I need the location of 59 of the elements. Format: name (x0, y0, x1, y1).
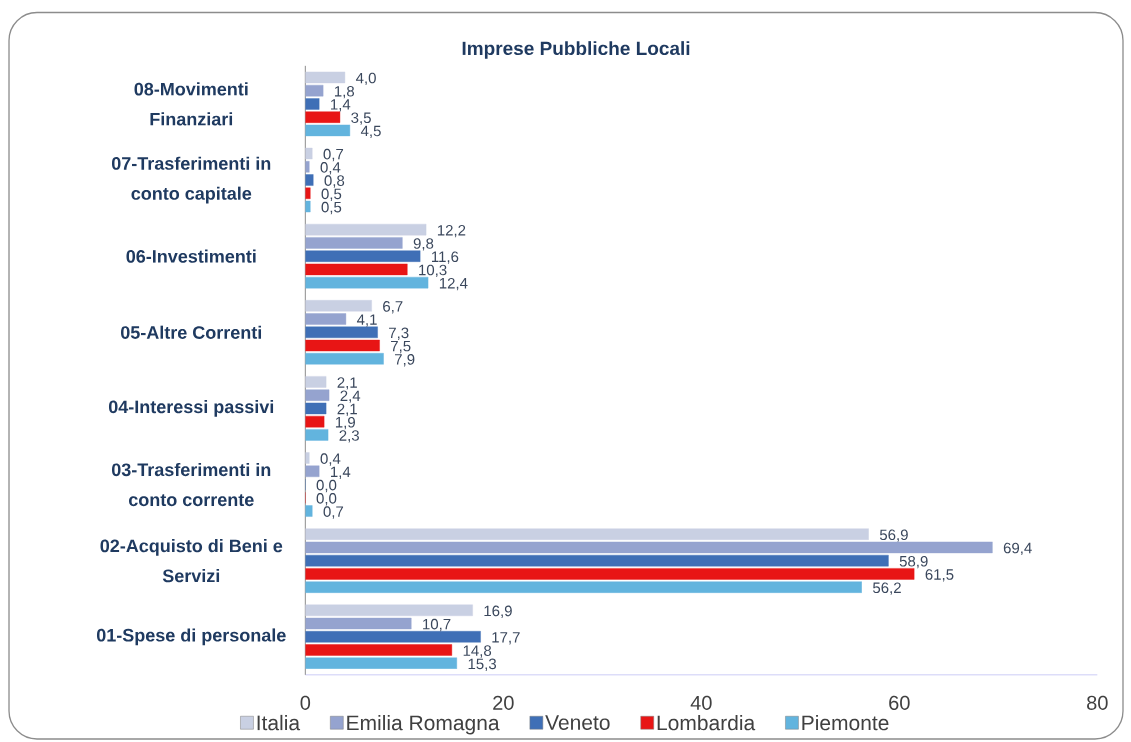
data-label: 7,5 (391, 340, 411, 354)
y-tick-label: 07-Trasferimenti in conto capitale (111, 156, 271, 204)
data-label: 0,5 (321, 188, 342, 201)
y-tick-label: 08-Movimenti Finanziari (134, 82, 248, 126)
data-label: 11,6 (432, 251, 459, 264)
data-label: 9,8 (413, 238, 434, 251)
data-label: 0,0 (316, 479, 337, 493)
chart-title: Imprese Pubbliche Locali (462, 41, 690, 59)
y-tick-label: 05-Altre Correnti (121, 325, 262, 339)
data-label: 2,1 (337, 403, 357, 417)
data-label: 1,4 (331, 99, 351, 112)
data-label: 10,3 (419, 264, 447, 278)
y-tick-label: 04-Interessi passivi (108, 400, 274, 417)
y-tick-label: 03-Trasferimenti in conto corrente (111, 462, 271, 507)
data-label: 2,1 (337, 377, 357, 390)
y-tick-label: 06-Investimenti (126, 249, 256, 263)
x-tick-label: 60 (889, 695, 910, 710)
legend-label: Piemonte (802, 714, 889, 731)
data-label: 0,8 (324, 175, 345, 188)
data-label: 17,7 (492, 632, 520, 645)
x-tick-label: 80 (1087, 695, 1108, 710)
data-label: 12,2 (437, 224, 466, 238)
x-tick-label: 20 (493, 695, 514, 710)
data-label: 7,3 (389, 327, 409, 340)
legend-label: Veneto (545, 715, 610, 730)
y-tick-label: 01-Spese di personale (96, 628, 286, 646)
data-label: 58,9 (899, 555, 928, 569)
data-label: 4,5 (360, 125, 381, 139)
data-label: 2,4 (340, 390, 361, 403)
legend-label: Emilia Romagna (347, 714, 500, 735)
data-label: 0,4 (320, 162, 341, 175)
data-label: 4,0 (355, 72, 376, 86)
data-label: 56,9 (879, 529, 908, 542)
data-label: 16,9 (484, 605, 512, 618)
data-label: 0,4 (320, 453, 341, 466)
data-label: 4,1 (356, 314, 377, 327)
data-label: 7,9 (394, 354, 415, 367)
legend-label: Lombardia (657, 714, 756, 731)
y-tick-label: 02-Acquisto di Beni e Servizi (100, 539, 283, 583)
data-label: 3,5 (351, 112, 371, 125)
x-tick-label: 0 (300, 695, 311, 710)
data-label: 69,4 (1003, 542, 1032, 556)
data-label: 61,5 (925, 569, 954, 582)
data-label: 0,7 (323, 148, 344, 162)
data-label: 2,3 (339, 430, 359, 443)
data-label: 1,4 (331, 466, 351, 479)
data-label: 10,7 (423, 618, 451, 632)
data-label: 6,7 (383, 301, 403, 314)
data-label: 0,0 (316, 493, 337, 506)
data-label: 0,5 (321, 201, 342, 215)
data-label: 0,7 (323, 506, 344, 519)
data-label: 56,2 (872, 582, 901, 595)
data-label: 12,4 (439, 277, 468, 291)
data-label: 15,3 (468, 658, 497, 671)
x-tick-label: 40 (690, 695, 712, 710)
data-label: 1,9 (335, 416, 355, 430)
legend-label: Italia (257, 714, 301, 731)
data-label: 14,8 (463, 645, 492, 658)
data-label: 1,8 (334, 85, 355, 99)
